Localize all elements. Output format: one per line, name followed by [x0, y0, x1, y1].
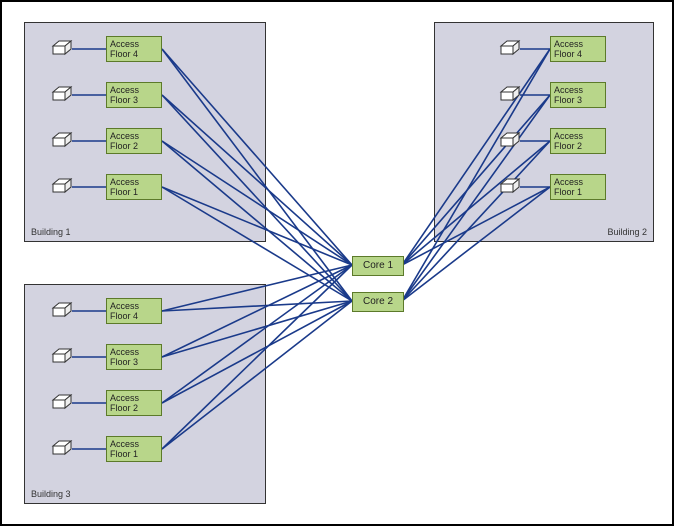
access-box-b1f3: AccessFloor 3: [106, 82, 162, 108]
access-box-b2f1: AccessFloor 1: [550, 174, 606, 200]
switch-icon: [50, 86, 74, 104]
access-label-line2: Floor 1: [554, 187, 602, 197]
access-label-line1: Access: [554, 177, 602, 187]
access-box-b2f3: AccessFloor 3: [550, 82, 606, 108]
switch-icon: [498, 86, 522, 104]
access-label-line2: Floor 2: [110, 403, 158, 413]
access-label-line2: Floor 2: [554, 141, 602, 151]
building-label: Building 3: [31, 489, 71, 499]
access-box-b2f2: AccessFloor 2: [550, 128, 606, 154]
switch-icon: [50, 178, 74, 196]
access-label-line2: Floor 2: [110, 141, 158, 151]
access-label-line1: Access: [554, 131, 602, 141]
access-label-line1: Access: [110, 131, 158, 141]
access-box-b3f3: AccessFloor 3: [106, 344, 162, 370]
access-label-line2: Floor 4: [110, 49, 158, 59]
switch-icon: [50, 394, 74, 412]
access-label-line1: Access: [554, 85, 602, 95]
access-label-line1: Access: [110, 301, 158, 311]
core-box-c1: Core 1: [352, 256, 404, 276]
switch-icon: [498, 40, 522, 58]
access-label-line2: Floor 1: [110, 187, 158, 197]
switch-icon: [50, 302, 74, 320]
access-label-line1: Access: [110, 177, 158, 187]
switch-icon: [50, 348, 74, 366]
switch-icon: [50, 40, 74, 58]
switch-icon: [498, 132, 522, 150]
access-box-b2f4: AccessFloor 4: [550, 36, 606, 62]
switch-icon: [498, 178, 522, 196]
access-label-line2: Floor 3: [110, 357, 158, 367]
diagram-frame: Building 1AccessFloor 4AccessFloor 3Acce…: [0, 0, 674, 526]
switch-icon: [50, 440, 74, 458]
access-label-line1: Access: [110, 347, 158, 357]
access-label-line2: Floor 4: [110, 311, 158, 321]
access-label-line1: Access: [110, 39, 158, 49]
access-label-line2: Floor 4: [554, 49, 602, 59]
access-label-line1: Access: [110, 393, 158, 403]
access-box-b1f2: AccessFloor 2: [106, 128, 162, 154]
access-label-line2: Floor 1: [110, 449, 158, 459]
access-label-line2: Floor 3: [554, 95, 602, 105]
access-label-line1: Access: [110, 439, 158, 449]
access-label-line2: Floor 3: [110, 95, 158, 105]
access-box-b3f1: AccessFloor 1: [106, 436, 162, 462]
access-box-b3f2: AccessFloor 2: [106, 390, 162, 416]
access-box-b3f4: AccessFloor 4: [106, 298, 162, 324]
access-label-line1: Access: [110, 85, 158, 95]
building-b2: Building 2: [434, 22, 654, 242]
access-label-line1: Access: [554, 39, 602, 49]
access-box-b1f1: AccessFloor 1: [106, 174, 162, 200]
access-box-b1f4: AccessFloor 4: [106, 36, 162, 62]
core-box-c2: Core 2: [352, 292, 404, 312]
building-label: Building 2: [607, 227, 647, 237]
switch-icon: [50, 132, 74, 150]
building-label: Building 1: [31, 227, 71, 237]
